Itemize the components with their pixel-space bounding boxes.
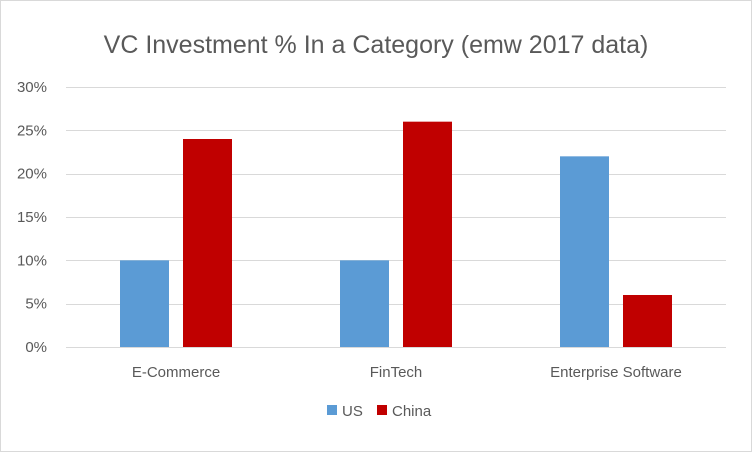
x-category-label: FinTech — [370, 364, 423, 381]
legend-label-us: US — [342, 403, 363, 420]
bar-china-fintech — [403, 121, 452, 348]
bar-china-e-commerce — [183, 139, 232, 347]
bar-us-fintech — [340, 260, 389, 347]
y-tick-label: 10% — [17, 252, 47, 269]
y-tick-label: 15% — [17, 209, 47, 226]
gridlines — [66, 87, 726, 348]
legend-swatch-china — [377, 405, 387, 415]
y-tick-label: 20% — [17, 166, 47, 183]
bar-us-enterprise-software — [560, 156, 609, 347]
bars — [120, 121, 672, 348]
y-tick-label: 0% — [25, 339, 47, 356]
bar-china-enterprise-software — [623, 295, 672, 347]
chart-title: VC Investment % In a Category (emw 2017 … — [104, 31, 649, 59]
legend: US China — [327, 403, 432, 420]
x-category-label: E-Commerce — [132, 364, 220, 381]
y-tick-label: 25% — [17, 122, 47, 139]
y-axis-ticks: 0% 5% 10% 15% 20% 25% 30% — [17, 79, 47, 356]
x-category-label: Enterprise Software — [550, 364, 682, 381]
y-tick-label: 5% — [25, 296, 47, 313]
x-axis-categories: E-Commerce FinTech Enterprise Software — [132, 364, 682, 381]
bar-us-e-commerce — [120, 260, 169, 347]
legend-swatch-us — [327, 405, 337, 415]
legend-label-china: China — [392, 403, 432, 420]
y-tick-label: 30% — [17, 79, 47, 96]
